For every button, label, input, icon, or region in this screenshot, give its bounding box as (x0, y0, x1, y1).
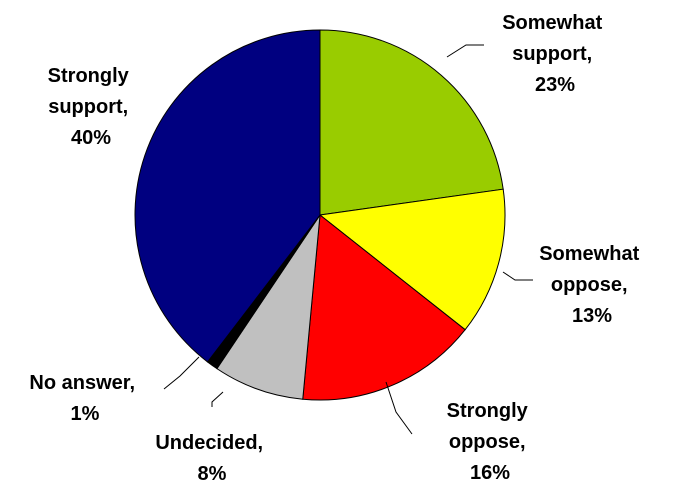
pie-slices (134, 29, 506, 401)
leader-line-somewhat-oppose (502, 271, 533, 281)
label-undecided: Undecided, 8% (155, 432, 268, 485)
pie-slice-strongly-support (134, 29, 321, 363)
label-no-answer: No answer, 1% (29, 372, 140, 425)
leader-line-somewhat-support (446, 44, 484, 58)
leader-line-undecided (211, 391, 224, 407)
pie-slice-somewhat-oppose (318, 188, 506, 331)
label-somewhat-support: Somewhat support, 23% (502, 12, 608, 96)
label-somewhat-oppose: Somewhat oppose, 13% (539, 243, 645, 327)
leader-lines (163, 44, 533, 435)
slice-labels: Somewhat support, 23% Somewhat oppose, 1… (29, 12, 645, 485)
label-strongly-support: Strongly support, 40% (48, 65, 135, 149)
pie-slice-somewhat-support (319, 29, 504, 216)
label-strongly-oppose: Strongly oppose, 16% (447, 400, 534, 484)
leader-line-no-answer (163, 356, 200, 390)
pie-slice-strongly-oppose (302, 214, 466, 401)
leader-line-strongly-oppose (385, 381, 413, 435)
pie-slice-undecided (216, 214, 321, 400)
